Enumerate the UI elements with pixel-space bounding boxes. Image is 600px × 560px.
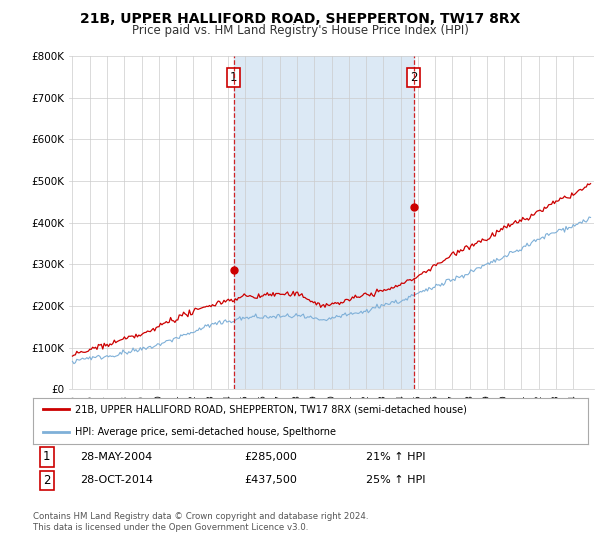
Text: 1: 1 [230, 71, 238, 84]
Text: 28-OCT-2014: 28-OCT-2014 [80, 475, 153, 486]
Text: Contains HM Land Registry data © Crown copyright and database right 2024.
This d: Contains HM Land Registry data © Crown c… [33, 512, 368, 532]
Text: 2: 2 [43, 474, 50, 487]
Point [229, 266, 238, 275]
Text: Price paid vs. HM Land Registry's House Price Index (HPI): Price paid vs. HM Land Registry's House … [131, 24, 469, 36]
Text: £437,500: £437,500 [244, 475, 297, 486]
Text: 25% ↑ HPI: 25% ↑ HPI [366, 475, 425, 486]
Text: 21% ↑ HPI: 21% ↑ HPI [366, 452, 425, 462]
Text: £285,000: £285,000 [244, 452, 297, 462]
Point [409, 203, 418, 212]
Bar [233, 56, 413, 389]
Text: 2: 2 [410, 71, 417, 84]
Text: 28-MAY-2004: 28-MAY-2004 [80, 452, 152, 462]
Text: 21B, UPPER HALLIFORD ROAD, SHEPPERTON, TW17 8RX: 21B, UPPER HALLIFORD ROAD, SHEPPERTON, T… [80, 12, 520, 26]
Text: 21B, UPPER HALLIFORD ROAD, SHEPPERTON, TW17 8RX (semi-detached house): 21B, UPPER HALLIFORD ROAD, SHEPPERTON, T… [74, 404, 467, 414]
Text: 1: 1 [43, 450, 50, 464]
Text: HPI: Average price, semi-detached house, Spelthorne: HPI: Average price, semi-detached house,… [74, 427, 335, 437]
